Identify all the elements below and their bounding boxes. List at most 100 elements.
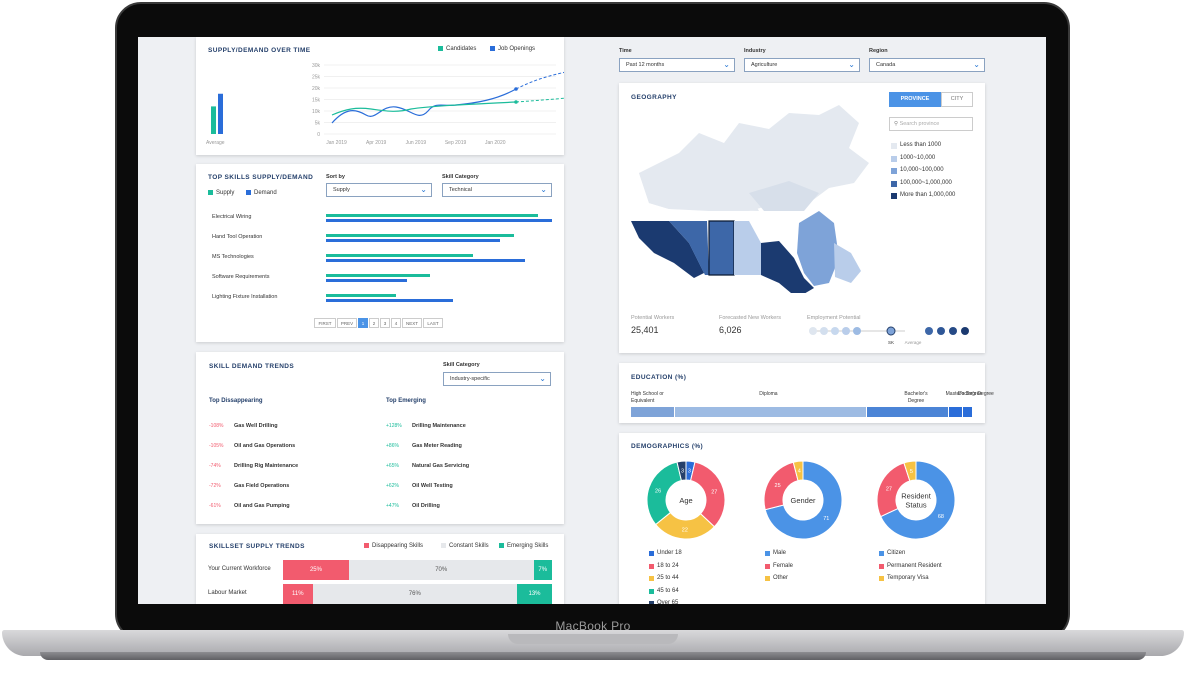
slice-label: 27 <box>711 490 717 496</box>
skill-name: Software Requirements <box>212 274 270 280</box>
y-tick: 25k <box>312 75 321 81</box>
skill-trends-card: SKILL DEMAND TRENDS Skill Category Indus… <box>196 352 564 524</box>
trend-skill: Gas Field Operations <box>234 483 290 489</box>
constant-segment: 70% <box>348 560 534 580</box>
trend-pct: +62% <box>386 483 399 489</box>
map-nunavut <box>749 181 819 211</box>
tab-city[interactable]: CITY <box>941 92 973 107</box>
legend-label: Less than 1000 <box>900 142 942 148</box>
donut-slice <box>880 460 956 540</box>
potential-dot <box>961 327 969 335</box>
openings-forecast <box>515 71 564 90</box>
dashboard-screen: SUPPLY/DEMAND OVER TIME Candidates Job O… <box>138 37 1046 604</box>
potential-dot <box>937 327 945 335</box>
chevron-down-icon: ⌄ <box>540 185 547 194</box>
potential-dot <box>842 327 850 335</box>
sort-label: Sort by <box>326 174 345 180</box>
pager-last[interactable]: LAST <box>423 318 443 328</box>
education-label: Bachelor's Degree <box>904 391 928 404</box>
pager-first[interactable]: FIRST <box>314 318 336 328</box>
legend-swatch <box>649 551 654 556</box>
card-title: TOP SKILLS SUPPLY/DEMAND <box>208 174 314 181</box>
education-segment <box>631 407 675 417</box>
pager-prev[interactable]: PREV <box>337 318 357 328</box>
card-title: SUPPLY/DEMAND OVER TIME <box>208 47 311 54</box>
map-bc <box>631 221 704 278</box>
time-select[interactable]: Past 12 months ⌄ <box>619 58 735 72</box>
pager-3[interactable]: 3 <box>380 318 390 328</box>
slice-label: 3 <box>688 469 691 475</box>
avg-openings-bar <box>218 93 223 134</box>
stat-value: 6,026 <box>719 325 742 335</box>
legend-swatch <box>649 576 654 581</box>
province-search[interactable]: ⚲ Search province <box>889 117 973 131</box>
canada-map <box>631 105 869 293</box>
card-title: DEMOGRAPHICS (%) <box>631 443 704 450</box>
skill-name: Hand Tool Operation <box>212 234 263 240</box>
legend-swatch <box>765 576 770 581</box>
stat-label: Forecasted New Workers <box>719 315 781 321</box>
region-select[interactable]: Canada ⌄ <box>869 58 985 72</box>
legend-supply: Supply <box>208 190 234 196</box>
x-tick: Jan 2020 <box>485 140 506 146</box>
demand-bar <box>326 299 453 302</box>
legend-label: Citizen <box>887 550 906 556</box>
laptop-base-shadow <box>40 652 1146 660</box>
x-tick: Jun 2019 <box>406 140 427 146</box>
trend-category-select[interactable]: Industry-specific ⌄ <box>443 372 551 386</box>
category-select[interactable]: Technical ⌄ <box>442 183 552 197</box>
x-tick: Jan 2019 <box>326 140 347 146</box>
map-atlantic <box>834 243 861 283</box>
trend-pct: -108% <box>209 423 224 429</box>
legend-label: 100,000~1,000,000 <box>900 179 952 186</box>
map-yukon-nwt <box>639 165 759 211</box>
supply-bar <box>326 274 430 277</box>
pager-next[interactable]: NEXT <box>402 318 422 328</box>
map-saskatchewan <box>708 220 735 276</box>
slice-label: 71 <box>823 516 829 522</box>
legend-label: Temporary Visa <box>887 575 929 581</box>
slice-label: 4 <box>798 469 801 475</box>
y-tick: 30k <box>312 63 321 69</box>
supply-bar <box>326 254 473 257</box>
industry-select[interactable]: Agriculture ⌄ <box>744 58 860 72</box>
education-segment <box>949 407 962 417</box>
pager-1[interactable]: 1 <box>358 318 368 328</box>
education-label: Master's Degree <box>945 391 983 397</box>
trend-skill: Drilling Rig Maintenance <box>234 463 299 469</box>
map-quebec <box>797 211 839 286</box>
chevron-down-icon: ⌄ <box>723 60 730 69</box>
pager-2[interactable]: 2 <box>369 318 379 328</box>
legend-swatch <box>891 155 897 162</box>
slice-label: 68 <box>938 514 944 520</box>
chevron-down-icon: ⌄ <box>848 60 855 69</box>
pager-4[interactable]: 4 <box>391 318 401 328</box>
y-tick: 0 <box>317 132 320 138</box>
legend-swatch <box>765 551 770 556</box>
potential-dot <box>831 327 839 335</box>
legend-swatch <box>879 551 884 556</box>
legend-swatch <box>891 143 897 149</box>
category-label: Skill Category <box>442 174 479 180</box>
category-label: Skill Category <box>443 362 480 368</box>
candidates-line <box>331 101 517 116</box>
trend-skill: Gas Meter Reading <box>412 443 462 449</box>
tab-province[interactable]: PROVINCE <box>889 92 941 107</box>
education-label: Doctor's Degree <box>957 391 994 397</box>
card-title: SKILLSET SUPPLY TRENDS <box>209 543 305 550</box>
chevron-down-icon: ⌄ <box>973 60 980 69</box>
trend-pct: +47% <box>386 503 399 509</box>
emerging-segment: 13% <box>517 584 552 604</box>
sort-select[interactable]: Supply ⌄ <box>326 183 432 197</box>
skill-name: Electrical Wiring <box>212 214 252 220</box>
chevron-down-icon: ⌄ <box>539 374 546 383</box>
donut-center-label: Status <box>905 501 927 510</box>
laptop-brand: MacBook Pro <box>555 619 631 633</box>
laptop-notch <box>508 634 678 644</box>
y-tick: 5k <box>315 121 321 127</box>
trend-pct: -105% <box>209 443 224 449</box>
legend-label: Under 18 <box>657 550 682 556</box>
card-title: GEOGRAPHY <box>631 94 677 101</box>
map-ontario <box>761 241 814 293</box>
stat-value: 25,401 <box>631 325 659 335</box>
